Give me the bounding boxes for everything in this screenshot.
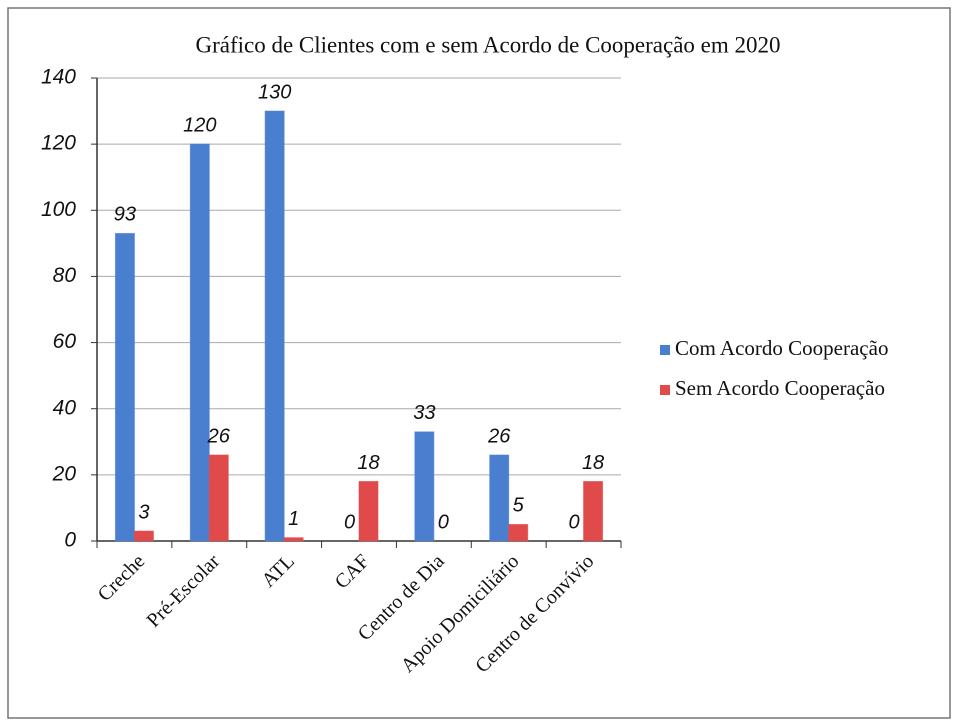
bar [489,454,510,542]
data-label: 1 [288,508,299,530]
data-label: 93 [114,204,136,226]
y-tick-label: 0 [64,529,76,552]
bar [133,530,154,542]
y-tick-label: 80 [53,264,77,287]
data-label: 26 [207,425,231,447]
data-label: 3 [138,501,149,523]
data-label: 0 [569,511,580,533]
bar [508,523,529,542]
data-label: 26 [487,425,511,447]
y-tick-label: 140 [41,66,76,89]
bar [283,537,304,542]
data-label: 0 [438,511,449,533]
y-tick-label: 20 [52,462,77,485]
bar [114,232,135,542]
y-tick-label: 120 [41,132,76,155]
bar [358,480,379,542]
data-label: 120 [183,114,216,136]
legend-swatch [660,345,670,355]
legend-swatch [660,385,670,395]
data-label: 33 [413,402,435,424]
bar [264,110,285,542]
x-tick-label: Pré-Escolar [143,550,225,632]
bar [189,143,210,542]
data-label: 5 [513,495,525,517]
data-label: 0 [344,511,355,533]
legend-label: Com Acordo Cooperação [675,336,888,360]
data-label: 18 [582,452,604,474]
x-tick-label: ATL [257,550,298,591]
x-tick-label: CAF [331,550,374,593]
y-tick-label: 100 [41,198,76,221]
chart-title: Gráfico de Clientes com e sem Acordo de … [195,32,780,57]
bar [583,480,604,542]
bar [208,454,229,542]
x-tick-label: Creche [94,550,150,606]
chart-frame [7,7,951,719]
y-tick-label: 60 [53,330,77,353]
data-label: 18 [357,452,379,474]
legend-label: Sem Acordo Cooperação [675,376,885,400]
bar [414,431,435,542]
y-tick-label: 40 [53,396,77,419]
data-label: 130 [258,81,291,103]
